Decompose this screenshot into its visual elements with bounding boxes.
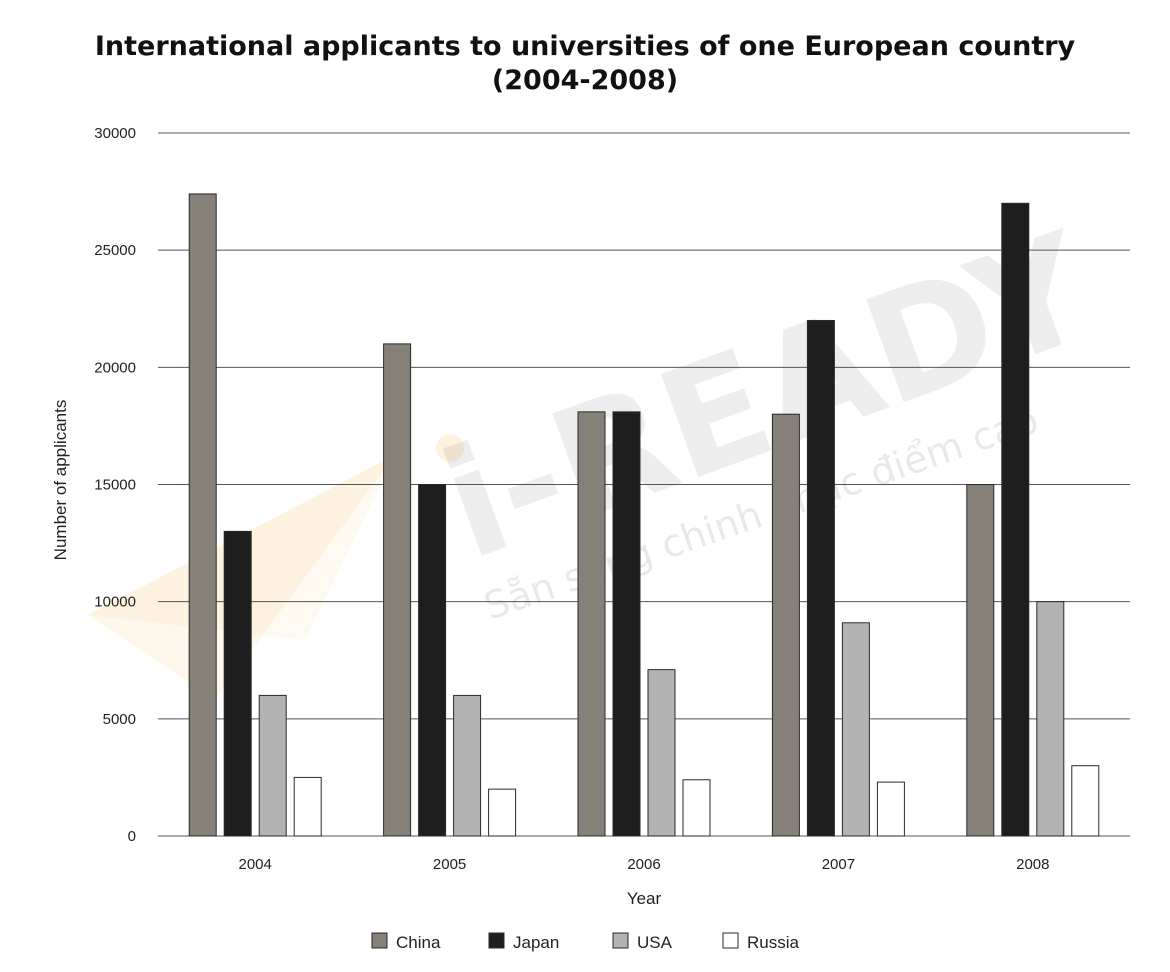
legend-swatch-usa xyxy=(612,932,629,949)
legend: China Japan USA Russia xyxy=(371,932,800,952)
bar-china-2007 xyxy=(771,413,800,837)
bar-japan-2005 xyxy=(418,484,447,837)
bar-china-2008 xyxy=(966,484,995,837)
x-axis-ticks: 2004 2005 2006 2007 2008 xyxy=(239,856,1050,873)
bar-usa-2006 xyxy=(647,669,676,837)
bar-usa-2008 xyxy=(1036,601,1065,837)
x-tick-label: 2005 xyxy=(433,856,466,873)
x-tick-label: 2008 xyxy=(1016,856,1049,873)
y-tick-label: 25000 xyxy=(94,242,136,259)
x-tick-label: 2004 xyxy=(239,856,272,873)
legend-swatch-japan xyxy=(488,932,505,949)
bar-japan-2007 xyxy=(806,319,835,837)
x-tick-label: 2007 xyxy=(822,856,855,873)
legend-label-china: China xyxy=(396,933,441,952)
y-axis-ticks: 0 5000 10000 15000 20000 25000 30000 xyxy=(94,125,136,845)
bars xyxy=(188,193,1100,837)
bar-china-2006 xyxy=(577,411,606,837)
bar-china-2005 xyxy=(383,343,412,837)
chart-title: International applicants to universities… xyxy=(0,30,1170,98)
bar-china-2004 xyxy=(188,193,217,837)
x-axis-label: Year xyxy=(627,889,662,908)
bar-russia-2004 xyxy=(293,776,322,837)
bar-russia-2006 xyxy=(682,779,711,837)
bar-russia-2005 xyxy=(488,788,517,837)
y-tick-label: 0 xyxy=(128,828,136,845)
legend-label-russia: Russia xyxy=(747,933,800,952)
legend-swatch-china xyxy=(371,932,388,949)
y-tick-label: 5000 xyxy=(103,711,136,728)
y-tick-label: 20000 xyxy=(94,359,136,376)
legend-label-japan: Japan xyxy=(513,933,559,952)
bar-japan-2006 xyxy=(612,411,641,837)
legend-label-usa: USA xyxy=(637,933,673,952)
bar-russia-2007 xyxy=(876,781,905,837)
bar-usa-2007 xyxy=(841,622,870,837)
bar-japan-2004 xyxy=(223,530,252,837)
bar-usa-2005 xyxy=(453,694,482,837)
y-tick-label: 30000 xyxy=(94,125,136,142)
watermark-logo-dot xyxy=(436,434,464,462)
chart-title-line-2: (2004-2008) xyxy=(491,65,679,96)
y-tick-label: 10000 xyxy=(94,594,136,611)
bar-usa-2004 xyxy=(258,694,287,837)
chart-title-line-1: International applicants to universities… xyxy=(94,31,1076,62)
bar-russia-2008 xyxy=(1071,765,1100,837)
legend-swatch-russia xyxy=(722,932,739,949)
x-tick-label: 2006 xyxy=(627,856,660,873)
y-axis-label: Number of applicants xyxy=(51,400,70,561)
bar-japan-2008 xyxy=(1001,202,1030,837)
y-tick-label: 15000 xyxy=(94,477,136,494)
